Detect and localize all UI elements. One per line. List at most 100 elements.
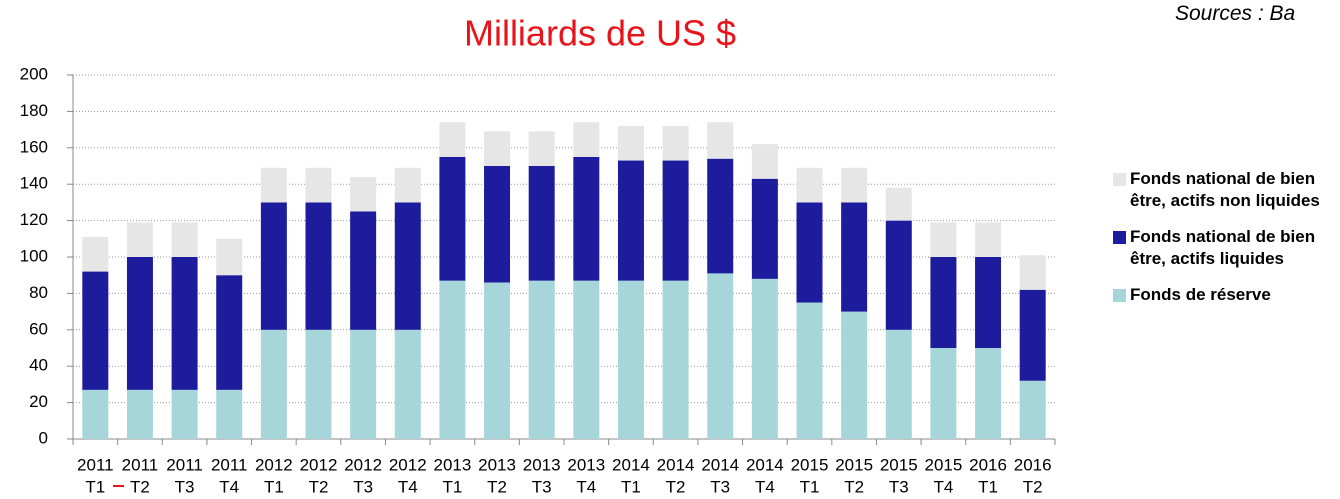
y-tick-label: 180 bbox=[20, 101, 48, 120]
bar-segment bbox=[126, 257, 153, 390]
bar-segment bbox=[484, 131, 511, 166]
bar-segment bbox=[439, 280, 466, 439]
legend-item: Fonds de réserve bbox=[1110, 284, 1335, 306]
x-tick-label: T4 bbox=[219, 477, 239, 496]
bar-segment bbox=[439, 122, 466, 157]
bar-segment bbox=[350, 176, 377, 212]
bar-segment bbox=[796, 302, 823, 439]
y-tick-label: 120 bbox=[20, 210, 48, 229]
bar-segment bbox=[528, 280, 555, 439]
bar-segment bbox=[573, 280, 600, 439]
legend-item: Fonds national de bien être, actifs liqu… bbox=[1110, 226, 1335, 270]
x-tick-label: T1 bbox=[800, 477, 820, 496]
legend-label: Fonds national de bien être, actifs liqu… bbox=[1130, 227, 1316, 268]
bar-segment bbox=[930, 257, 957, 348]
bar-segment bbox=[841, 311, 868, 439]
bar-segment bbox=[573, 156, 600, 281]
bar-segment bbox=[885, 329, 912, 439]
bar-segment bbox=[930, 348, 957, 439]
x-tick-label: 2013 bbox=[523, 455, 561, 474]
bar-segment bbox=[841, 202, 868, 312]
bar-segment bbox=[617, 125, 644, 161]
bar-segment bbox=[439, 156, 466, 281]
bar-segment bbox=[394, 202, 421, 330]
bar-segment bbox=[796, 167, 823, 203]
bar-segment bbox=[1019, 289, 1046, 381]
bar-segment bbox=[260, 329, 287, 439]
bar-segment bbox=[126, 222, 153, 257]
bar-segment bbox=[1019, 380, 1046, 439]
x-tick-label: 2012 bbox=[255, 455, 293, 474]
x-tick-label: T3 bbox=[710, 477, 730, 496]
x-tick-label: 2013 bbox=[567, 455, 605, 474]
y-tick-label: 80 bbox=[29, 283, 48, 302]
bar-segment bbox=[662, 125, 689, 161]
bar-segment bbox=[394, 329, 421, 439]
bar-segment bbox=[82, 236, 109, 272]
bar-segment bbox=[528, 166, 555, 281]
x-tick-label: 2011 bbox=[211, 455, 248, 474]
x-tick-label: 2015 bbox=[835, 455, 873, 474]
bar-segment bbox=[260, 202, 287, 330]
x-tick-label: 2011 bbox=[77, 455, 114, 474]
y-tick-label: 100 bbox=[20, 246, 48, 265]
bar-segment bbox=[484, 282, 511, 439]
y-tick-label: 140 bbox=[20, 174, 48, 193]
legend-item: Fonds national de bien être, actifs non … bbox=[1110, 168, 1335, 212]
x-tick-label: T4 bbox=[933, 477, 953, 496]
bar-segment bbox=[751, 178, 778, 279]
y-tick-label: 60 bbox=[29, 319, 48, 338]
x-tick-label: 2012 bbox=[389, 455, 427, 474]
legend-label: Fonds national de bien être, actifs non … bbox=[1130, 169, 1320, 210]
x-tick-label: T3 bbox=[889, 477, 909, 496]
bar-segment bbox=[1019, 255, 1046, 290]
x-tick-label: 2016 bbox=[1014, 455, 1052, 474]
bar-segment bbox=[171, 389, 198, 439]
legend: Fonds national de bien être, actifs non … bbox=[1110, 168, 1335, 320]
bar-segment bbox=[885, 220, 912, 330]
y-tick-label: 200 bbox=[20, 64, 48, 83]
bar-segment bbox=[662, 160, 689, 281]
x-tick-label: T2 bbox=[487, 477, 507, 496]
bar-segment bbox=[885, 187, 912, 221]
bar-segment bbox=[975, 222, 1002, 257]
legend-label: Fonds de réserve bbox=[1130, 285, 1271, 304]
x-tick-label: T3 bbox=[175, 477, 195, 496]
x-tick-label: 2015 bbox=[924, 455, 962, 474]
bar-segment bbox=[751, 144, 778, 179]
bar-segment bbox=[707, 158, 734, 274]
x-tick-label: 2014 bbox=[746, 455, 784, 474]
y-tick-label: 20 bbox=[29, 392, 48, 411]
legend-swatch bbox=[1113, 289, 1126, 302]
source: Sources : Ba bbox=[1175, 2, 1296, 25]
x-tick-label: 2012 bbox=[300, 455, 338, 474]
bar-segment bbox=[350, 329, 377, 439]
x-tick-label: 2016 bbox=[969, 455, 1007, 474]
x-tick-label: 2011 bbox=[122, 455, 159, 474]
x-tick-label: T4 bbox=[398, 477, 418, 496]
bar-segment bbox=[260, 167, 287, 203]
bar-segment bbox=[216, 275, 243, 390]
bar-segment bbox=[171, 222, 198, 257]
bar-segment bbox=[975, 257, 1002, 348]
bar-segment bbox=[975, 348, 1002, 439]
bar-segment bbox=[751, 278, 778, 439]
x-tick-label: T2 bbox=[130, 477, 150, 496]
bar-segment bbox=[82, 389, 109, 439]
x-tick-label: T1 bbox=[978, 477, 998, 496]
x-tick-label: 2014 bbox=[701, 455, 739, 474]
x-tick-label: T2 bbox=[844, 477, 864, 496]
x-tick-label: 2014 bbox=[657, 455, 695, 474]
bar-segment bbox=[662, 280, 689, 439]
bar-segment bbox=[305, 329, 332, 439]
bar-segment bbox=[617, 160, 644, 281]
x-tick-label: T1 bbox=[621, 477, 641, 496]
legend-swatch bbox=[1113, 173, 1126, 186]
bar-segment bbox=[528, 131, 555, 166]
bar-segment bbox=[796, 202, 823, 303]
x-tick-label: 2012 bbox=[344, 455, 382, 474]
x-tick-label: T1 bbox=[85, 477, 105, 496]
bar-segment bbox=[484, 166, 511, 283]
x-tick-label: T3 bbox=[353, 477, 373, 496]
